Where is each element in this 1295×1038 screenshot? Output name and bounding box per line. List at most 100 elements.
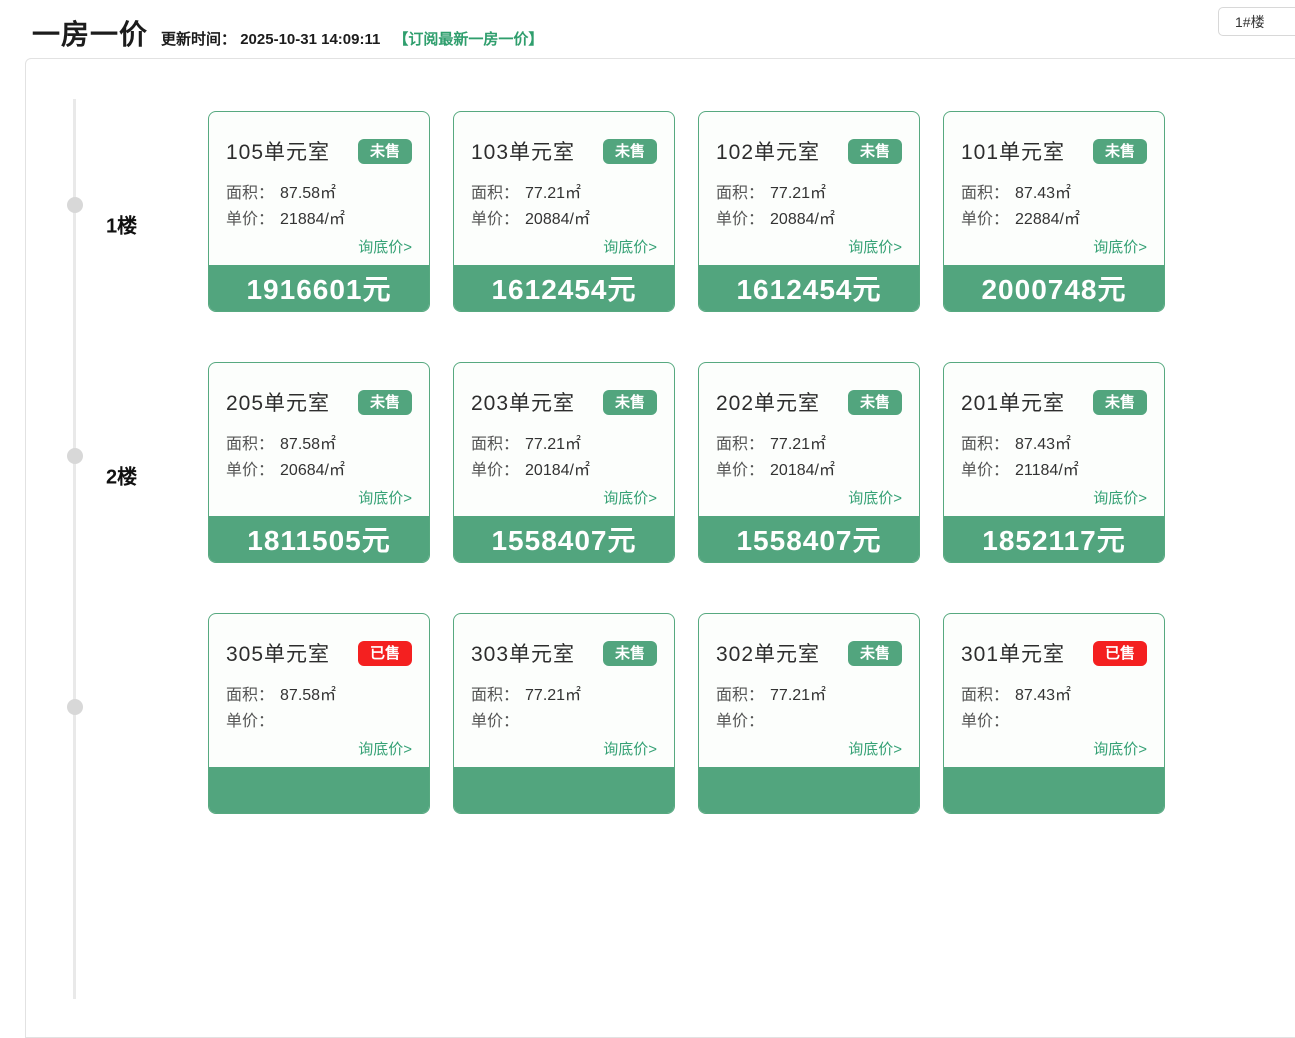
area-label: 面积： <box>716 436 765 453</box>
unit-price-row: 单价： 20884/㎡ <box>716 207 902 233</box>
unit-price-row: 单价： 20884/㎡ <box>471 207 657 233</box>
status-badge: 未售 <box>602 640 657 666</box>
area-row: 面积： 77.21㎡ <box>471 181 657 207</box>
unit-card-body: 102单元室 未售 面积： 77.21㎡ 单价： 20884/㎡ 询底价> <box>699 112 919 265</box>
floor-label: 2楼 <box>106 466 138 488</box>
total-price-bar: 1612454元 <box>454 265 674 311</box>
unit-price-row: 单价： <box>716 709 902 735</box>
area-row: 面积： 77.21㎡ <box>471 683 657 709</box>
floor-cards: 205单元室 未售 面积： 87.58㎡ 单价： 20684/㎡ 询底价> 1811… <box>208 362 1165 563</box>
inquire-price-link[interactable]: 询底价> <box>848 239 902 256</box>
area-row: 面积： 77.21㎡ <box>471 432 657 458</box>
unit-card: 301单元室 已售 面积： 87.43㎡ 单价： 询底价> <box>943 613 1165 814</box>
area-label: 面积： <box>226 436 275 453</box>
unit-card: 101单元室 未售 面积： 87.43㎡ 单价： 22884/㎡ 询底价> 2000… <box>943 111 1165 312</box>
area-value: 77.21㎡ <box>525 687 582 704</box>
unit-price-label: 单价： <box>471 462 520 479</box>
unit-card: 302单元室 未售 面积： 77.21㎡ 单价： 询底价> <box>698 613 920 814</box>
area-value: 87.43㎡ <box>1015 687 1072 704</box>
total-price-bar: 1811505元 <box>209 516 429 562</box>
total-price-bar: 1558407元 <box>699 516 919 562</box>
status-badge: 未售 <box>602 138 657 164</box>
floor-label: 1楼 <box>106 215 138 237</box>
unit-card-body: 305单元室 已售 面积： 87.58㎡ 单价： 询底价> <box>209 614 429 767</box>
unit-card: 201单元室 未售 面积： 87.43㎡ 单价： 21184/㎡ 询底价> 1852… <box>943 362 1165 563</box>
inquire-price-link[interactable]: 询底价> <box>358 490 412 507</box>
inquire-price-link[interactable]: 询底价> <box>358 741 412 758</box>
unit-card-body: 103单元室 未售 面积： 77.21㎡ 单价： 20884/㎡ 询底价> <box>454 112 674 265</box>
unit-card: 202单元室 未售 面积： 77.21㎡ 单价： 20184/㎡ 询底价> 1558… <box>698 362 920 563</box>
unit-price-label: 单价： <box>716 713 765 730</box>
total-price-bar: 1852117元 <box>944 516 1164 562</box>
unit-card-head: 103单元室 未售 <box>471 136 657 166</box>
unit-card-body: 301单元室 已售 面积： 87.43㎡ 单价： 询底价> <box>944 614 1164 767</box>
unit-card-body: 303单元室 未售 面积： 77.21㎡ 单价： 询底价> <box>454 614 674 767</box>
total-price-bar <box>209 767 429 813</box>
area-label: 面积： <box>716 185 765 202</box>
unit-card-head: 302单元室 未售 <box>716 638 902 668</box>
unit-card-head: 201单元室 未售 <box>961 387 1147 417</box>
unit-number: 103单元室 <box>471 141 576 164</box>
area-label: 面积： <box>226 185 275 202</box>
area-value: 87.58㎡ <box>280 185 337 202</box>
inquire-price-link[interactable]: 询底价> <box>1093 239 1147 256</box>
unit-card-body: 101单元室 未售 面积： 87.43㎡ 单价： 22884/㎡ 询底价> <box>944 112 1164 265</box>
unit-price-value: 20884/㎡ <box>770 211 835 228</box>
unit-number: 301单元室 <box>961 643 1066 666</box>
unit-card-head: 301单元室 已售 <box>961 638 1147 668</box>
status-badge: 未售 <box>1092 389 1147 415</box>
inquire-price-link[interactable]: 询底价> <box>358 239 412 256</box>
unit-number: 201单元室 <box>961 392 1066 415</box>
unit-card: 105单元室 未售 面积： 87.58㎡ 单价： 21884/㎡ 询底价> 1916… <box>208 111 430 312</box>
floor-row: 1楼 105单元室 未售 面积： 87.58㎡ 单价： 21884/㎡ 询底价> 1… <box>67 111 1295 312</box>
unit-card-body: 205单元室 未售 面积： 87.58㎡ 单价： 20684/㎡ 询底价> <box>209 363 429 516</box>
unit-card-head: 305单元室 已售 <box>226 638 412 668</box>
inquire-price-link[interactable]: 询底价> <box>1093 741 1147 758</box>
unit-price-label: 单价： <box>226 462 275 479</box>
unit-number: 205单元室 <box>226 392 331 415</box>
unit-price-value: 20684/㎡ <box>280 462 345 479</box>
unit-card: 305单元室 已售 面积： 87.58㎡ 单价： 询底价> <box>208 613 430 814</box>
inquire-price-link[interactable]: 询底价> <box>848 490 902 507</box>
content-panel: 1楼 105单元室 未售 面积： 87.58㎡ 单价： 21884/㎡ 询底价> 1… <box>25 58 1295 1038</box>
unit-number: 203单元室 <box>471 392 576 415</box>
area-row: 面积： 87.43㎡ <box>961 432 1147 458</box>
inquire-price-link[interactable]: 询底价> <box>848 741 902 758</box>
inquire-price-link[interactable]: 询底价> <box>1093 490 1147 507</box>
unit-card-body: 105单元室 未售 面积： 87.58㎡ 单价： 21884/㎡ 询底价> <box>209 112 429 265</box>
subscribe-link[interactable]: 【订阅最新一房一价】 <box>393 31 544 48</box>
inquire-price-link[interactable]: 询底价> <box>603 239 657 256</box>
area-value: 87.58㎡ <box>280 436 337 453</box>
unit-price-row: 单价： 22884/㎡ <box>961 207 1147 233</box>
unit-price-row: 单价： <box>226 709 412 735</box>
status-badge: 未售 <box>357 389 412 415</box>
area-row: 面积： 87.58㎡ <box>226 181 412 207</box>
area-label: 面积： <box>716 687 765 704</box>
unit-number: 105单元室 <box>226 141 331 164</box>
unit-card-body: 203单元室 未售 面积： 77.21㎡ 单价： 20184/㎡ 询底价> <box>454 363 674 516</box>
status-badge: 已售 <box>357 640 412 666</box>
status-badge: 已售 <box>1092 640 1147 666</box>
unit-number: 305单元室 <box>226 643 331 666</box>
unit-price-row: 单价： 20184/㎡ <box>716 458 902 484</box>
floor-dot <box>67 196 83 213</box>
unit-price-row: 单价： 20684/㎡ <box>226 458 412 484</box>
unit-card: 205单元室 未售 面积： 87.58㎡ 单价： 20684/㎡ 询底价> 1811… <box>208 362 430 563</box>
inquire-price-link[interactable]: 询底价> <box>603 490 657 507</box>
unit-price-value: 20184/㎡ <box>770 462 835 479</box>
unit-price-label: 单价： <box>961 211 1010 228</box>
inquire-price-link[interactable]: 询底价> <box>603 741 657 758</box>
floor-row: 2楼 205单元室 未售 面积： 87.58㎡ 单价： 20684/㎡ 询底价> 1… <box>67 362 1295 563</box>
total-price-bar: 1612454元 <box>699 265 919 311</box>
unit-card-body: 302单元室 未售 面积： 77.21㎡ 单价： 询底价> <box>699 614 919 767</box>
total-price-bar <box>454 767 674 813</box>
floor-row: 305单元室 已售 面积： 87.58㎡ 单价： 询底价> 303单元室 未售 面… <box>67 613 1295 814</box>
unit-card-head: 102单元室 未售 <box>716 136 902 166</box>
floor-cards: 305单元室 已售 面积： 87.58㎡ 单价： 询底价> 303单元室 未售 面… <box>208 613 1165 814</box>
unit-card-body: 201单元室 未售 面积： 87.43㎡ 单价： 21184/㎡ 询底价> <box>944 363 1164 516</box>
building-selector[interactable]: 1#楼 <box>1218 7 1295 36</box>
area-label: 面积： <box>226 687 275 704</box>
floor-dot <box>67 698 83 715</box>
unit-card-head: 205单元室 未售 <box>226 387 412 417</box>
area-row: 面积： 87.58㎡ <box>226 683 412 709</box>
